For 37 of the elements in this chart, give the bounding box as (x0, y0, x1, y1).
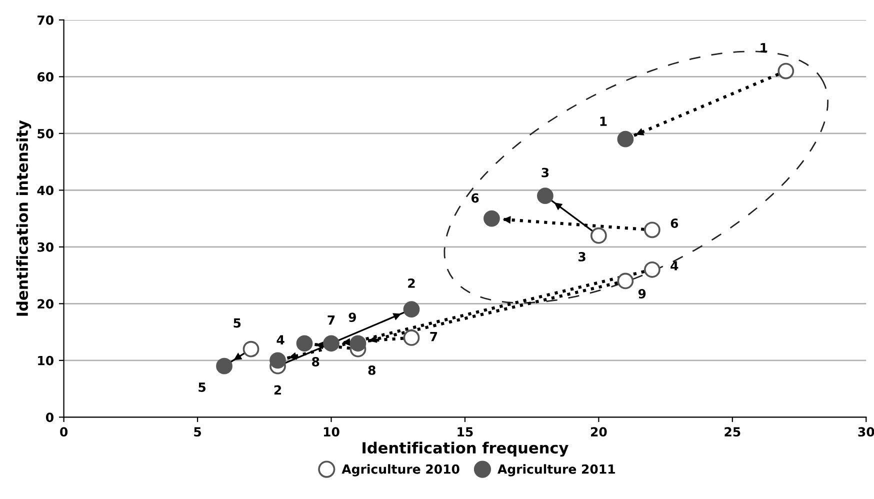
annotation: 5 (234, 318, 241, 328)
annotation: 3 (542, 168, 549, 178)
annotation: 9 (638, 289, 646, 298)
x-tick-label: 25 (724, 427, 740, 437)
annotation: 5 (198, 382, 206, 392)
annotation: 1 (760, 43, 768, 52)
annotation: 3 (578, 252, 586, 262)
y-tick-label: 0 (46, 412, 54, 422)
annotation: 6 (670, 218, 678, 228)
annotation: 7 (328, 316, 335, 325)
x-tick-label: 20 (590, 427, 607, 437)
x-tick-label: 5 (194, 427, 201, 437)
annotation: 4 (276, 335, 284, 344)
annotation: 2 (408, 278, 415, 288)
y-tick-label: 10 (38, 356, 54, 366)
annotation: 1 (600, 116, 607, 126)
x-tick-label: 0 (60, 427, 68, 437)
x-tick-label: 15 (458, 427, 473, 437)
annotation: 6 (471, 193, 479, 203)
annotation: 8 (368, 365, 376, 375)
y-tick-label: 70 (38, 15, 54, 25)
y-tick-label: 40 (37, 186, 54, 196)
annotation: 9 (348, 312, 356, 322)
y-axis-title: Identification intensity (16, 120, 32, 316)
y-tick-label: 20 (38, 299, 54, 309)
y-tick-label: 60 (37, 72, 54, 82)
x-tick-label: 30 (858, 427, 874, 437)
annotation: 7 (430, 332, 438, 342)
x-tick-label: 10 (324, 427, 340, 437)
legend-label: Agriculture 2010 (342, 464, 460, 476)
annotation: 4 (670, 261, 678, 270)
y-tick-label: 50 (38, 128, 54, 138)
x-axis-title: Identification frequency (362, 442, 568, 457)
annotation: 2 (274, 385, 282, 395)
annotation: 8 (312, 357, 320, 366)
y-tick-label: 30 (38, 242, 54, 252)
legend-label: Agriculture 2011 (498, 464, 615, 476)
